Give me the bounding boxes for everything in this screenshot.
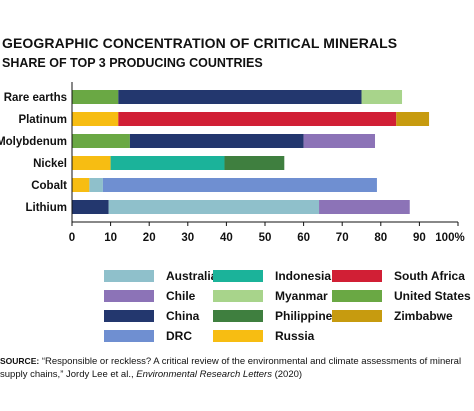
- legend-label: South Africa: [394, 269, 465, 283]
- legend-label: Chile: [166, 289, 196, 303]
- legend-swatch: [213, 290, 263, 302]
- category-label: Nickel: [33, 158, 67, 170]
- chart-subtitle: SHARE OF TOP 3 PRODUCING COUNTRIES: [2, 56, 263, 70]
- legend-item: Zimbabwe: [332, 308, 453, 324]
- x-tick-label: 10: [104, 232, 117, 244]
- legend-item: South Africa: [332, 268, 465, 284]
- legend-item: Russia: [213, 328, 314, 344]
- bar-segment: [72, 200, 109, 214]
- legend-swatch: [213, 270, 263, 282]
- legend-swatch: [104, 290, 154, 302]
- legend-label: Indonesia: [275, 269, 332, 283]
- bar-segment: [108, 200, 320, 214]
- source-year: (2020): [271, 369, 303, 380]
- legend-item: Australia: [104, 268, 217, 284]
- bar-segment: [319, 200, 410, 214]
- legend-label: Australia: [166, 269, 218, 283]
- legend-label: Zimbabwe: [394, 309, 453, 323]
- x-tick-label: 80: [374, 232, 387, 244]
- bar-segment: [118, 90, 362, 104]
- source-label: SOURCE:: [0, 356, 40, 366]
- x-tick-label: 50: [259, 232, 272, 244]
- x-tick-label: 20: [143, 232, 156, 244]
- bar-segment: [224, 156, 285, 170]
- category-label: Cobalt: [31, 180, 67, 192]
- x-tick-label: 70: [336, 232, 349, 244]
- source-note: SOURCE: “Responsible or reckless? A crit…: [0, 355, 474, 381]
- x-tick-label: 90: [413, 232, 426, 244]
- x-tick-label: 60: [297, 232, 310, 244]
- bar-segment: [303, 134, 376, 148]
- bar-segment: [396, 112, 430, 126]
- source-text: “Responsible or reckless? A critical rev…: [0, 356, 462, 380]
- legend-label: Philippines: [275, 309, 340, 323]
- legend-label: China: [166, 309, 200, 323]
- legend-item: China: [104, 308, 199, 324]
- chart-legend: Australia Chile China DRC Indonesia Myanmar Ph…: [0, 264, 474, 344]
- bar-segment: [72, 90, 119, 104]
- legend-swatch: [104, 330, 154, 342]
- bar-segment: [118, 112, 397, 126]
- legend-item: Indonesia: [213, 268, 331, 284]
- x-tick-label: 100%: [435, 232, 464, 244]
- bar-segment: [129, 134, 304, 148]
- bar-segment: [72, 112, 119, 126]
- legend-swatch: [332, 270, 382, 282]
- bar-segment: [72, 178, 90, 192]
- bar-segment: [361, 90, 403, 104]
- bar-segment: [89, 178, 103, 192]
- legend-swatch: [213, 310, 263, 322]
- category-label: Lithium: [25, 202, 67, 214]
- legend-swatch: [332, 310, 382, 322]
- legend-label: United States: [394, 289, 471, 303]
- legend-item: United States: [332, 288, 471, 304]
- category-label: Rare earths: [4, 92, 67, 104]
- bar-segment: [72, 134, 130, 148]
- legend-item: Myanmar: [213, 288, 328, 304]
- legend-label: Myanmar: [275, 289, 328, 303]
- category-label: Platinum: [18, 114, 67, 126]
- legend-swatch: [213, 330, 263, 342]
- x-tick-label: 0: [69, 232, 75, 244]
- legend-label: DRC: [166, 329, 192, 343]
- legend-item: Philippines: [213, 308, 339, 324]
- legend-swatch: [104, 310, 154, 322]
- bar-segment: [72, 156, 111, 170]
- category-label: Molybdenum: [0, 136, 67, 148]
- legend-label: Russia: [275, 329, 315, 343]
- bar-segment: [110, 156, 225, 170]
- legend-swatch: [332, 290, 382, 302]
- x-tick-label: 30: [181, 232, 194, 244]
- legend-item: Chile: [104, 288, 195, 304]
- legend-item: DRC: [104, 328, 192, 344]
- x-tick-label: 40: [220, 232, 233, 244]
- stacked-bar-chart: Rare earths Platinum Molybdenum Nickel Cobal…: [0, 82, 465, 244]
- source-journal: Environmental Research Letters: [136, 369, 272, 380]
- legend-swatch: [104, 270, 154, 282]
- bar-segment: [102, 178, 377, 192]
- chart-title: GEOGRAPHIC CONCENTRATION OF CRITICAL MIN…: [2, 35, 398, 51]
